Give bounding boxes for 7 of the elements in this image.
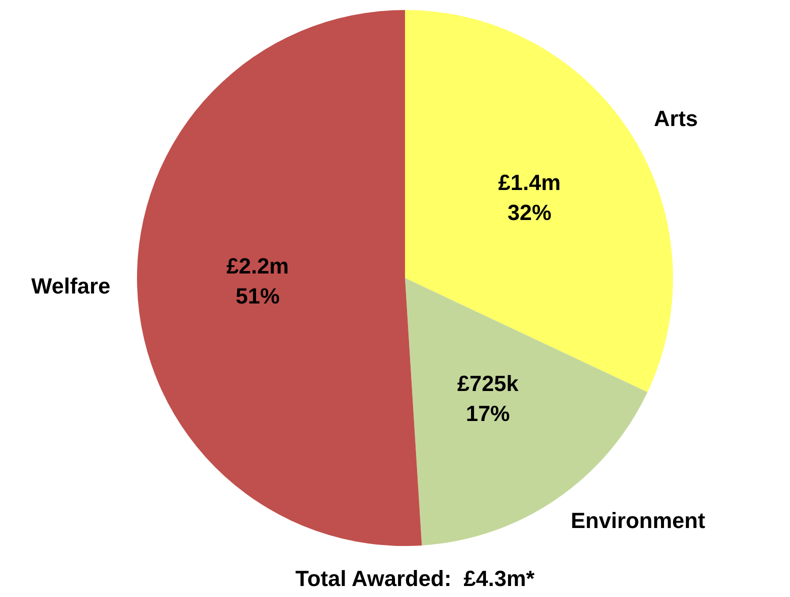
slice-label: Arts [654,106,698,132]
data-label: £725k 17% [457,370,520,426]
slice-label: Welfare [31,273,110,298]
data-label: £1.4m 32% [498,170,561,226]
slice-label: Environment [570,508,706,533]
text: Total Awarded: £4.3m* [295,566,536,592]
data-label: £2.2m 51% [226,254,289,309]
